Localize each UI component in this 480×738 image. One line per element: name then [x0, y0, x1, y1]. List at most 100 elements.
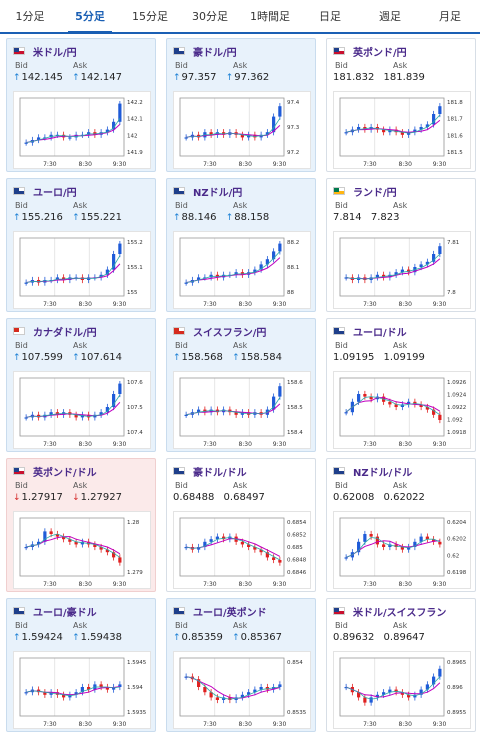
candle-body	[55, 534, 59, 537]
card-header: ユーロ/豪ドル	[13, 604, 97, 619]
candle-body	[375, 274, 379, 278]
rate-card[interactable]: ユーロ/円 Bid Ask ↑155.216 ↑155.221 155.2 155.…	[6, 178, 156, 312]
pair-link[interactable]: ユーロ/ドル	[353, 327, 407, 339]
y-tick-label: 181.6	[447, 133, 463, 139]
tab-timeframe-5[interactable]: 日足	[319, 10, 341, 23]
rate-card[interactable]: スイスフラン/円 Bid Ask ↑158.568 ↑158.584 158.6 1…	[166, 318, 316, 452]
pair-link[interactable]: ランド/円	[353, 187, 397, 199]
mini-candlestick-chart[interactable]: 1.28 1.279 7:30 8:30 9:30	[13, 511, 151, 589]
candle-body	[388, 401, 392, 405]
tab-timeframe-7[interactable]: 月足	[439, 10, 461, 23]
bid-ask-labels: Bid Ask	[15, 61, 131, 70]
x-tick-label: 8:30	[238, 441, 252, 448]
x-tick-label: 8:30	[238, 161, 252, 168]
ask-value: 0.85367	[240, 632, 282, 643]
moving-average-line	[345, 682, 441, 698]
bid-value: 155.216	[21, 212, 63, 223]
rate-card[interactable]: 豪ドル/円 Bid Ask ↑97.357 ↑97.362 97.4 97.3 97.…	[166, 38, 316, 172]
mini-candlestick-chart[interactable]: 0.6854 0.6852 0.685 0.6848 0.6846 7:30 8:30 9:3…	[173, 511, 311, 589]
tab-timeframe-2[interactable]: 15分足	[132, 10, 168, 23]
tab-timeframe-1[interactable]: 5分足	[60, 0, 120, 34]
candle-body	[37, 541, 41, 545]
pair-link[interactable]: 英ポンド/円	[353, 47, 407, 59]
pair-link[interactable]: 豪ドル/ドル	[193, 467, 247, 479]
bid-label: Bid	[175, 341, 188, 350]
pair-link[interactable]: 豪ドル/円	[193, 47, 237, 59]
rate-card[interactable]: 米ドル/円 Bid Ask ↑142.145 ↑142.147 142.2 142.…	[6, 38, 156, 172]
plot-frame	[179, 517, 285, 577]
candle-body	[265, 132, 269, 135]
candle-body	[105, 687, 109, 690]
rate-card[interactable]: 米ドル/スイスフラン Bid Ask ↑0.89632 ↑0.89647 0.89…	[326, 598, 476, 732]
pair-link[interactable]: 米ドル/円	[33, 47, 77, 59]
mini-candlestick-chart[interactable]: 158.6 158.5 158.4 7:30 8:30 9:30	[173, 371, 311, 449]
rate-card[interactable]: カナダドル/円 Bid Ask ↑107.599 ↑107.614 107.6 10…	[6, 318, 156, 452]
mini-candlestick-chart[interactable]: 7.81 7.8 7:30 8:30 9:30	[333, 231, 471, 309]
tab-timeframe-0[interactable]: 1分足	[15, 10, 45, 23]
pair-link[interactable]: 英ポンド/ドル	[33, 467, 97, 479]
mini-candlestick-chart[interactable]: 142.2 142.1 142 141.9 7:30 8:30 9:30	[13, 91, 151, 169]
candle-body	[265, 552, 269, 558]
candle-body	[357, 692, 361, 698]
moving-average-line	[345, 537, 441, 558]
mini-candlestick-chart[interactable]: 107.6 107.5 107.4 7:30 8:30 9:30	[13, 371, 151, 449]
candle-body	[197, 679, 201, 687]
mini-candlestick-chart[interactable]: 181.8 181.7 181.6 181.5 7:30 8:30 9:30	[333, 91, 471, 169]
rate-card[interactable]: ランド/円 Bid Ask ↑7.814 ↑7.823 7.81 7.8 7:30 8:…	[326, 178, 476, 312]
candle-body	[118, 684, 122, 687]
candle-body	[87, 687, 91, 690]
pair-link[interactable]: NZドル/円	[193, 187, 243, 199]
y-tick-label: 1.594	[127, 685, 143, 691]
moving-average-line	[346, 253, 441, 280]
y-tick-label: 1.0924	[447, 393, 467, 399]
rate-card[interactable]: ユーロ/豪ドル Bid Ask ↑1.59424 ↑1.59438 1.5945 1…	[6, 598, 156, 732]
candle-body	[184, 414, 188, 416]
y-tick-label: 181.8	[447, 100, 463, 106]
x-tick-label: 9:30	[273, 161, 287, 168]
ask-value: 7.823	[370, 212, 400, 223]
mini-candlestick-chart[interactable]: 1.0926 1.0924 1.0922 1.092 1.0918 7:30 8:30 9:3…	[333, 371, 471, 449]
mini-candlestick-chart[interactable]: 97.4 97.3 97.2 7:30 8:30 9:30	[173, 91, 311, 169]
pair-link[interactable]: カナダドル/円	[33, 327, 97, 339]
candle-body	[425, 684, 429, 690]
ask-value: 142.147	[80, 72, 122, 83]
mini-candlestick-chart[interactable]: 155.2 155.1 155 7:30 8:30 9:30	[13, 231, 151, 309]
y-tick-label: 1.5945	[127, 660, 147, 666]
rate-card[interactable]: ユーロ/英ポンド Bid Ask ↑0.85359 ↑0.85367 0.854 0…	[166, 598, 316, 732]
pair-link[interactable]: スイスフラン/円	[193, 327, 267, 339]
mini-candlestick-chart[interactable]: 1.5945 1.594 1.5935 7:30 8:30 9:30	[13, 651, 151, 729]
bid-ask-values: ↑155.216 ↑155.221	[13, 212, 128, 223]
mini-candlestick-chart[interactable]: 0.854 0.8535 7:30 8:30 9:30	[173, 651, 311, 729]
flag-icon	[173, 47, 185, 55]
bid-label: Bid	[335, 61, 348, 70]
candle-body	[278, 684, 282, 687]
tab-timeframe-6[interactable]: 週足	[379, 10, 401, 23]
mini-candlestick-chart[interactable]: 0.8965 0.896 0.8955 7:30 8:30 9:30	[333, 651, 471, 729]
pair-link[interactable]: ユーロ/豪ドル	[33, 607, 97, 619]
rate-card[interactable]: NZドル/円 Bid Ask ↑88.146 ↑88.158 88.2 88.1 88…	[166, 178, 316, 312]
pair-link[interactable]: NZドル/ドル	[353, 467, 413, 479]
bid-label: Bid	[15, 621, 28, 630]
pair-link[interactable]: ユーロ/円	[33, 187, 77, 199]
tab-timeframe-3[interactable]: 30分足	[192, 10, 228, 23]
moving-average-line	[26, 394, 121, 418]
candle-body	[438, 106, 442, 114]
bid-value: 7.814	[333, 212, 362, 223]
y-tick-label: 88.1	[287, 265, 299, 271]
tab-timeframe-4[interactable]: 1時間足	[250, 10, 290, 23]
pair-link[interactable]: 米ドル/スイスフラン	[353, 607, 447, 619]
arrow-up-icon: ↑	[232, 353, 240, 363]
bid-value: 0.85359	[181, 632, 223, 643]
mini-candlestick-chart[interactable]: 0.6204 0.6202 0.62 0.6198 7:30 8:30 9:30	[333, 511, 471, 589]
x-tick-label: 8:30	[78, 721, 92, 728]
bid-label: Bid	[175, 201, 188, 210]
y-tick-label: 1.0926	[447, 380, 467, 386]
pair-link[interactable]: ユーロ/英ポンド	[193, 607, 267, 619]
mini-candlestick-chart[interactable]: 88.2 88.1 88 7:30 8:30 9:30	[173, 231, 311, 309]
candle-body	[62, 536, 66, 540]
rate-card[interactable]: 英ポンド/ドル Bid Ask ↓1.27917 ↓1.27927 1.28 1.2…	[6, 458, 156, 592]
